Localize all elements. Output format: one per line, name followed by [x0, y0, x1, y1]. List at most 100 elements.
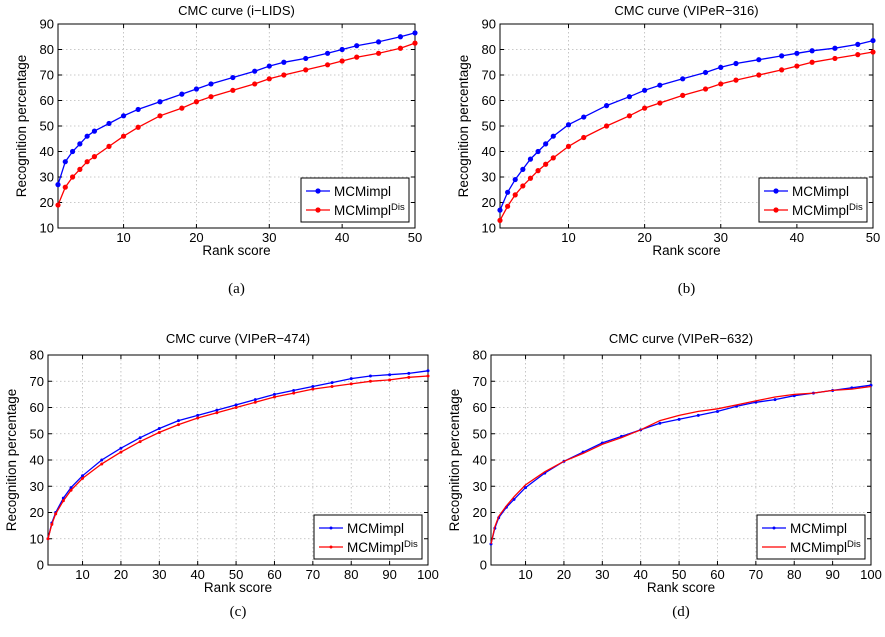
x-tick-label: 50 [229, 567, 243, 582]
y-tick-label: 20 [473, 505, 487, 520]
data-point [497, 217, 503, 223]
data-point [626, 113, 633, 119]
legend-label-superscript: Dis [391, 202, 405, 213]
data-point [272, 395, 276, 399]
data-point [779, 53, 785, 59]
y-tick-label: 90 [40, 17, 54, 32]
y-tick-label: 80 [30, 348, 44, 363]
data-point [773, 398, 777, 402]
data-point [77, 141, 83, 147]
data-point [119, 446, 123, 450]
y-tick-label: 10 [482, 221, 496, 236]
legend-label: MCMimplDis [334, 202, 405, 218]
y-tick-label: 10 [40, 221, 54, 236]
legend-label-name: MCMimpl [334, 184, 391, 199]
chart-title: CMC curve (i−LIDS) [178, 3, 295, 18]
data-point [354, 54, 360, 60]
data-point [253, 398, 257, 402]
data-point [809, 48, 815, 54]
data-point [733, 60, 739, 67]
x-tick-label: 10 [116, 230, 130, 245]
data-point [412, 30, 418, 36]
y-tick-label: 30 [30, 479, 44, 494]
chart-panel-2: 10 20 30 40 50 10 20 30 40 50 60 70 80 90 CMC curve (V… [456, 3, 880, 297]
data-point [50, 522, 54, 526]
y-tick-label: 0 [37, 558, 44, 573]
data-point [303, 55, 309, 62]
data-point [46, 537, 50, 541]
data-point [657, 100, 663, 106]
y-tick-label: 40 [30, 453, 44, 468]
data-point [535, 148, 541, 155]
legend-label-superscript: Dis [849, 202, 863, 213]
data-point [55, 182, 61, 188]
x-tick-label: 10 [561, 230, 575, 245]
legend-label-name: MCMimpl [334, 203, 391, 218]
data-point [100, 462, 104, 466]
chart-title: CMC curve (VIPeR−474) [166, 331, 310, 346]
data-point [77, 166, 83, 172]
data-point [266, 63, 272, 69]
legend-box [758, 177, 868, 223]
data-point [412, 40, 418, 46]
chart-title: CMC curve (VIPeR−316) [614, 3, 758, 18]
data-point [179, 91, 185, 97]
data-point [520, 166, 526, 172]
data-point [855, 41, 861, 48]
data-point [368, 379, 372, 383]
data-point [426, 369, 430, 373]
data-point [230, 74, 236, 81]
figure-caption: (c) [230, 604, 247, 620]
data-point [208, 81, 214, 87]
y-tick-label: 20 [482, 195, 496, 210]
data-point [61, 499, 65, 503]
x-tick-label: 30 [152, 567, 166, 582]
legend-swatch-marker [772, 526, 776, 530]
y-tick-label: 70 [482, 68, 496, 83]
data-point [157, 99, 163, 105]
y-tick-label: 50 [30, 426, 44, 441]
data-point [375, 50, 382, 56]
data-point [581, 134, 587, 141]
data-point [84, 133, 90, 139]
data-point [272, 392, 276, 396]
series-1 [55, 30, 418, 188]
data-point [512, 192, 518, 198]
legend-swatch-marker [315, 207, 321, 213]
data-point [756, 57, 762, 63]
y-tick-label: 80 [40, 42, 54, 57]
y-tick-label: 40 [482, 144, 496, 159]
y-tick-label: 20 [40, 195, 54, 210]
data-point [120, 113, 127, 119]
series-2 [490, 385, 872, 545]
y-axis-label: Recognition percentage [447, 389, 462, 532]
y-tick-label: 50 [482, 119, 496, 134]
y-tick-label: 40 [40, 144, 54, 159]
x-axis-label: Rank score [202, 243, 270, 258]
data-point [642, 105, 648, 111]
data-point [253, 400, 257, 404]
y-tick-label: 10 [30, 531, 44, 546]
data-point [407, 375, 411, 379]
data-point [375, 39, 382, 45]
data-point [702, 86, 709, 92]
data-point [388, 373, 392, 377]
data-point [657, 82, 663, 88]
data-point [55, 202, 61, 208]
series-line [47, 370, 429, 539]
data-point [303, 67, 309, 73]
data-point [535, 168, 541, 174]
data-point [505, 189, 511, 195]
data-point [349, 382, 353, 386]
series-2 [46, 374, 430, 541]
data-point [138, 436, 142, 440]
data-point [527, 156, 534, 162]
x-tick-label: 20 [637, 230, 651, 245]
x-tick-label: 90 [825, 567, 839, 582]
series-2 [497, 49, 876, 223]
x-tick-label: 10 [518, 567, 532, 582]
data-point [62, 159, 68, 165]
x-tick-label: 80 [787, 567, 801, 582]
